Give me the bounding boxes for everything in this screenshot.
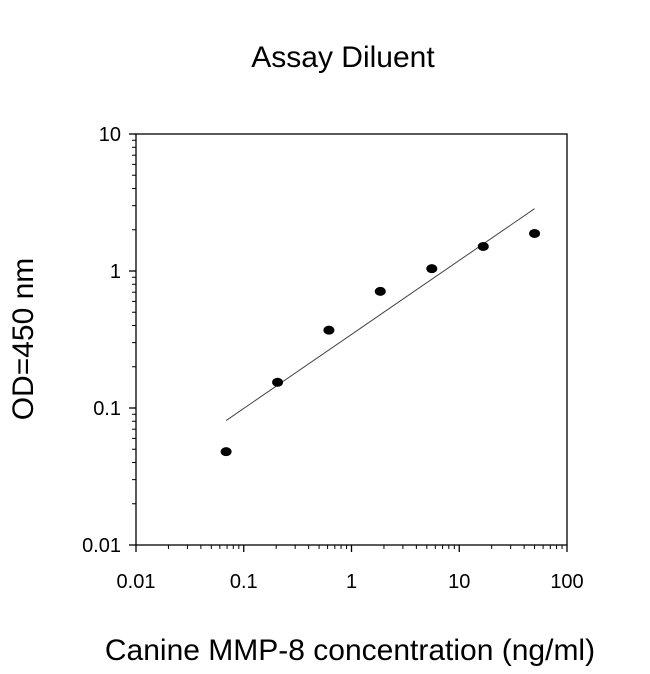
y-axis-label: OD=450 nm (7, 258, 40, 421)
data-points (220, 228, 541, 457)
regression-line (225, 208, 535, 421)
y-tick-label: 0.01 (82, 535, 121, 557)
x-axis-label: Canine MMP-8 concentration (ng/ml) (105, 634, 595, 667)
y-tick-label: 0.1 (93, 398, 121, 420)
data-point (529, 228, 541, 238)
data-point (220, 447, 232, 457)
data-point (426, 264, 438, 274)
chart-title: Assay Diluent (251, 41, 435, 74)
data-point (477, 241, 489, 251)
y-tick-label: 10 (99, 124, 121, 146)
x-tick-label: 0.1 (230, 571, 258, 593)
x-tick-label: 100 (550, 571, 583, 593)
x-tick-label: 1 (346, 571, 357, 593)
y-tick-label: 1 (110, 261, 121, 283)
data-point (323, 325, 335, 335)
data-point (374, 286, 386, 296)
data-point (272, 377, 284, 387)
x-tick-label: 10 (448, 571, 470, 593)
y-axis-ticks: 0.01 0.1 1 10 (82, 124, 136, 557)
x-axis-ticks: 0.01 0.1 1 10 100 (117, 545, 584, 593)
plot-frame (135, 133, 568, 546)
x-tick-label: 0.01 (117, 571, 156, 593)
